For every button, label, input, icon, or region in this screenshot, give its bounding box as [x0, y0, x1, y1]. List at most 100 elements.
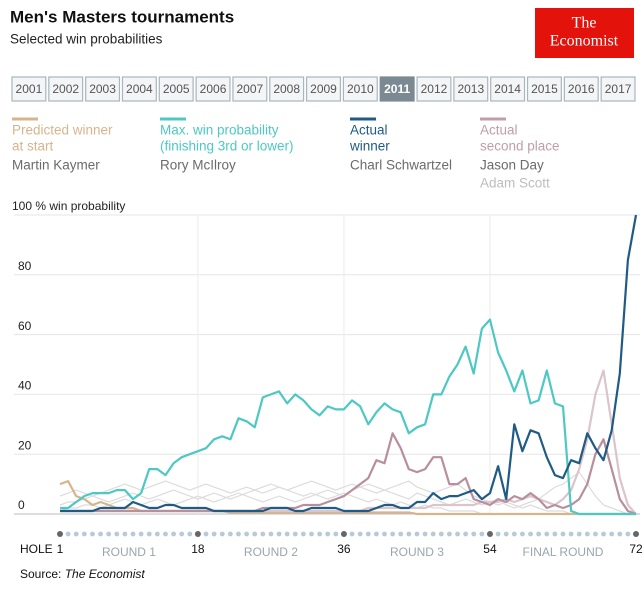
- year-button[interactable]: [305, 76, 342, 102]
- year-button[interactable]: [416, 76, 452, 102]
- year-button[interactable]: [269, 76, 305, 102]
- hole-dot: [219, 531, 225, 537]
- hole-dot: [625, 531, 631, 537]
- legend-heading: Max. win probability: [160, 123, 279, 138]
- x-tick-label: 36: [337, 542, 351, 556]
- year-button[interactable]: [490, 76, 526, 102]
- hole-dot: [187, 531, 193, 537]
- hole-dot: [146, 531, 152, 537]
- year-button[interactable]: [563, 76, 599, 102]
- chart-subtitle: Selected win probabilities: [10, 32, 163, 47]
- hole-dot: [349, 531, 355, 537]
- hole-dot: [617, 531, 623, 537]
- legend-heading: second place: [480, 139, 560, 154]
- logo-text: Economist: [550, 33, 619, 50]
- year-label[interactable]: 2015: [531, 82, 558, 96]
- background-line: [59, 480, 636, 515]
- year-label[interactable]: 2003: [89, 82, 116, 96]
- logo-box: [535, 8, 634, 58]
- hole-dot: [503, 531, 509, 537]
- year-label[interactable]: 2006: [200, 82, 227, 96]
- year-button[interactable]: [379, 76, 415, 102]
- hole-dot: [552, 531, 558, 537]
- year-button[interactable]: [600, 76, 636, 102]
- hole-dot: [528, 531, 533, 537]
- year-button[interactable]: [342, 76, 378, 102]
- legend-heading: Predicted winner: [12, 123, 113, 138]
- y-tick-label: 100 % win probability: [12, 199, 125, 213]
- hole-dot: [211, 531, 217, 537]
- year-label[interactable]: 2012: [421, 82, 448, 96]
- hole-dot: [422, 531, 428, 537]
- hole-dot: [544, 531, 550, 537]
- source: Source: The Economist: [20, 567, 145, 581]
- hole-dot: [106, 531, 112, 537]
- hole-dot: [90, 531, 95, 537]
- source-prefix: Source:: [20, 567, 65, 581]
- year-label[interactable]: 2007: [237, 82, 264, 96]
- year-button[interactable]: [11, 76, 47, 102]
- year-label[interactable]: 2014: [494, 82, 521, 96]
- round-label: ROUND 2: [244, 545, 298, 559]
- year-label[interactable]: 2004: [126, 82, 153, 96]
- hole-dot: [317, 531, 323, 537]
- hole-dot: [57, 531, 63, 537]
- hole-dot: [357, 531, 363, 537]
- hole-dot: [227, 531, 233, 537]
- hole-dot: [560, 531, 566, 537]
- hole-dot: [154, 531, 160, 537]
- hole-dot: [252, 531, 258, 537]
- source-name: The Economist: [65, 567, 146, 581]
- year-label[interactable]: 2009: [310, 82, 337, 96]
- legend-entry: Rory McIlroy: [160, 158, 236, 173]
- legend-heading: winner: [349, 139, 390, 154]
- year-label[interactable]: 2005: [163, 82, 190, 96]
- year-button[interactable]: [453, 76, 489, 102]
- year-button[interactable]: [526, 76, 562, 102]
- legend-heading: at start: [12, 139, 54, 154]
- hole-dot: [471, 531, 477, 537]
- year-button[interactable]: [232, 76, 268, 102]
- hole-dot: [340, 531, 347, 537]
- hole-dot: [333, 531, 339, 537]
- hole-dot: [325, 531, 331, 537]
- legend-entry: Charl Schwartzel: [350, 158, 452, 173]
- y-tick-label: 60: [18, 319, 32, 333]
- hole-dot: [455, 531, 460, 537]
- round-label: ROUND 3: [390, 545, 444, 559]
- hole-dot: [398, 531, 404, 537]
- hole-dot: [260, 531, 266, 537]
- hole-dot: [486, 531, 493, 537]
- year-button[interactable]: [85, 76, 121, 102]
- legend-heading: Actual: [480, 123, 518, 138]
- year-label[interactable]: 2017: [605, 82, 632, 96]
- hole-dot: [163, 531, 168, 537]
- hole-dot: [520, 531, 525, 537]
- year-label[interactable]: 2002: [52, 82, 79, 96]
- year-button[interactable]: [48, 76, 84, 102]
- hole-dot: [244, 531, 249, 537]
- year-button[interactable]: [158, 76, 194, 102]
- year-button[interactable]: [121, 76, 157, 102]
- legend-entry: Martin Kaymer: [12, 158, 100, 173]
- y-tick-label: 0: [18, 498, 25, 512]
- hole-dot: [114, 531, 120, 537]
- year-label[interactable]: 2001: [16, 82, 43, 96]
- hole-dot: [292, 531, 298, 537]
- year-button[interactable]: [195, 76, 231, 102]
- hole-dot: [268, 531, 274, 537]
- x-tick-label: 18: [191, 542, 205, 556]
- y-tick-label: 80: [18, 259, 32, 273]
- year-label[interactable]: 2013: [457, 82, 484, 96]
- year-label[interactable]: 2010: [347, 82, 374, 96]
- year-label[interactable]: 2011: [384, 82, 410, 96]
- year-label[interactable]: 2008: [273, 82, 300, 96]
- legend-heading: Actual: [350, 123, 388, 138]
- year-label[interactable]: 2016: [568, 82, 595, 96]
- hole-dot: [536, 531, 542, 537]
- hole-dot: [633, 531, 639, 537]
- round-label: FINAL ROUND: [523, 545, 604, 559]
- hole-dot: [98, 531, 103, 537]
- hole-dot: [171, 531, 176, 537]
